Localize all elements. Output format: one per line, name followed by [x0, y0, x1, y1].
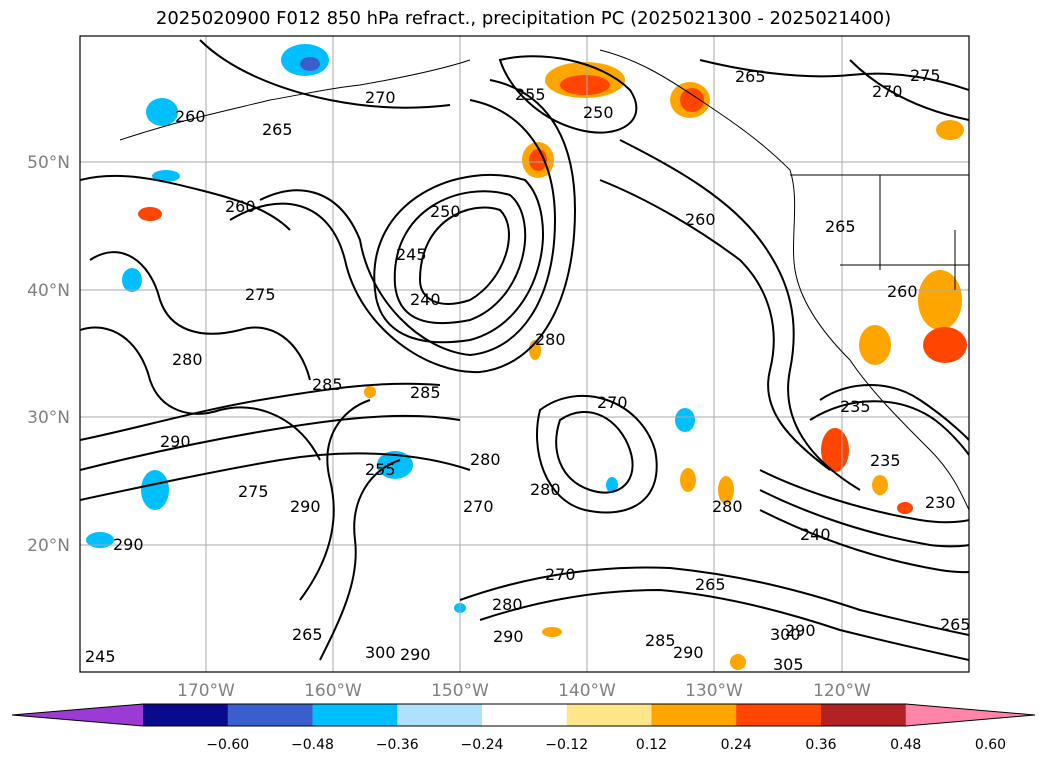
contour-label: 265 [292, 625, 323, 644]
lon-label-160w: 160°W [304, 681, 362, 701]
colorbar-segment [651, 704, 737, 726]
lat-label-50n: 50°N [27, 153, 70, 173]
contour-label: 290 [785, 621, 816, 640]
refractivity-contours [80, 39, 969, 661]
contour-label: 290 [673, 643, 704, 662]
colorbar-tick-labels: −0.60 −0.48 −0.36 −0.24 −0.12 0.12 0.24 … [206, 737, 1006, 753]
contour-label: 255 [515, 85, 546, 104]
contour-label: 280 [535, 330, 566, 349]
colorbar-segment [143, 704, 229, 726]
lat-lon-grid [80, 36, 969, 672]
contour-label: 290 [113, 535, 144, 554]
contour-label: 270 [597, 393, 628, 412]
contour-label: 245 [85, 647, 116, 666]
contour-label: 250 [583, 103, 614, 122]
contour-label: 285 [410, 383, 441, 402]
contour-label: 280 [712, 497, 743, 516]
contour-label: 230 [925, 493, 956, 512]
contour-label: 300 [365, 643, 396, 662]
contour-label: 280 [172, 350, 203, 369]
contour-label: 260 [685, 210, 716, 229]
contour-label: 265 [695, 575, 726, 594]
contour-label: 280 [530, 480, 561, 499]
longitude-labels: 170°W 160°W 150°W 140°W 130°W 120°W [177, 681, 871, 701]
contour-label: 285 [645, 631, 676, 650]
colorbar-tick: −0.60 [206, 737, 249, 753]
contour-label: 270 [365, 88, 396, 107]
colorbar-tick: 0.12 [636, 737, 667, 753]
colorbar-segment [736, 704, 822, 726]
colorbar: −0.60 −0.48 −0.36 −0.24 −0.12 0.12 0.24 … [11, 703, 1036, 753]
contour-label: 250 [430, 202, 461, 221]
contour-label: 265 [940, 615, 971, 634]
contour-label: 280 [492, 595, 523, 614]
colorbar-segment [821, 704, 907, 726]
colorbar-tick: −0.24 [461, 737, 504, 753]
contour-label: 270 [545, 565, 576, 584]
contour-label: 275 [245, 285, 276, 304]
lon-label-120w: 120°W [813, 681, 871, 701]
contour-label: 305 [773, 655, 804, 674]
map-title: 2025020900 F012 850 hPa refract., precip… [155, 8, 892, 29]
map-frame [79, 35, 970, 673]
lat-label-20n: 20°N [27, 536, 70, 556]
lat-label-40n: 40°N [27, 281, 70, 301]
contour-label: 265 [262, 120, 293, 139]
colorbar-segments [11, 703, 1036, 727]
colorbar-tick: 0.60 [975, 737, 1006, 753]
latitude-labels: 50°N 40°N 30°N 20°N [27, 153, 70, 556]
lon-label-140w: 140°W [558, 681, 616, 701]
contour-labels: 260 270 265 255 250 265 275 270 260 250 … [85, 66, 971, 674]
contour-label: 260 [225, 197, 256, 216]
contour-label: 285 [312, 375, 343, 394]
contour-label: 275 [238, 482, 269, 501]
lon-label-130w: 130°W [685, 681, 743, 701]
colorbar-tick: 0.48 [890, 737, 921, 753]
contour-label: 300 [770, 625, 801, 644]
contour-label: 235 [840, 397, 871, 416]
contour-label: 240 [800, 525, 831, 544]
contour-label: 290 [160, 432, 191, 451]
contour-label: 255 [365, 460, 396, 479]
colorbar-tick: −0.36 [376, 737, 419, 753]
colorbar-segment [566, 704, 652, 726]
contour-label: 275 [910, 66, 941, 85]
contour-label: 265 [825, 217, 856, 236]
colorbar-tick: −0.12 [545, 737, 588, 753]
colorbar-tick: 0.36 [805, 737, 836, 753]
contour-label: 290 [493, 627, 524, 646]
lat-label-30n: 30°N [27, 408, 70, 428]
colorbar-tick: 0.24 [721, 737, 752, 753]
contour-label: 235 [870, 451, 901, 470]
contour-label: 245 [396, 245, 427, 264]
contour-label: 290 [290, 497, 321, 516]
contour-label: 265 [735, 67, 766, 86]
colorbar-extend-low [12, 704, 143, 726]
contour-label: 240 [410, 290, 441, 309]
contour-label: 270 [872, 82, 903, 101]
colorbar-segment [397, 704, 483, 726]
contour-label: 280 [470, 450, 501, 469]
lon-label-150w: 150°W [431, 681, 489, 701]
colorbar-tick: −0.48 [291, 737, 334, 753]
contour-label: 260 [175, 107, 206, 126]
colorbar-outline [11, 703, 1036, 727]
colorbar-segment [312, 704, 398, 726]
contour-label: 290 [400, 645, 431, 664]
colorbar-segment [227, 704, 313, 726]
contour-label: 270 [463, 497, 494, 516]
colorbar-extend-high [905, 704, 1035, 726]
lon-label-170w: 170°W [177, 681, 235, 701]
colorbar-segment [482, 704, 568, 726]
contour-label: 260 [887, 282, 918, 301]
